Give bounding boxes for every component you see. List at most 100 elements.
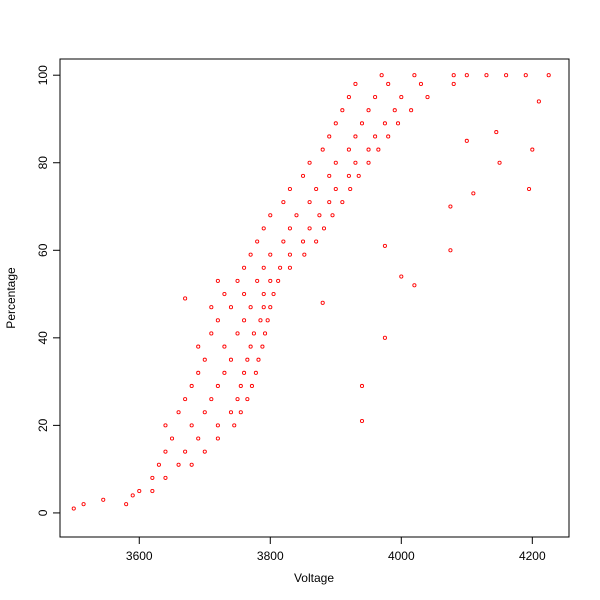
point xyxy=(376,147,381,152)
point xyxy=(359,418,365,424)
point xyxy=(294,213,299,218)
point xyxy=(265,318,270,323)
point xyxy=(530,147,535,152)
point xyxy=(215,318,220,323)
point xyxy=(526,186,532,192)
point xyxy=(137,488,142,494)
point xyxy=(373,134,378,139)
point xyxy=(314,186,319,192)
point xyxy=(451,73,456,78)
point xyxy=(261,305,266,310)
point xyxy=(130,493,135,498)
point xyxy=(382,121,387,126)
point xyxy=(189,423,194,428)
point xyxy=(494,130,499,135)
point xyxy=(366,108,371,113)
point xyxy=(235,397,240,402)
point xyxy=(346,95,351,100)
point xyxy=(366,160,371,165)
point xyxy=(497,160,502,165)
point xyxy=(271,292,276,297)
point xyxy=(464,138,469,143)
point xyxy=(471,191,476,196)
point xyxy=(163,449,168,454)
point xyxy=(196,370,201,375)
point xyxy=(346,173,351,178)
point xyxy=(156,462,161,467)
point xyxy=(255,239,260,244)
point xyxy=(340,108,345,113)
point xyxy=(281,239,286,244)
point xyxy=(392,108,397,113)
point xyxy=(314,239,319,244)
point xyxy=(268,305,273,310)
point xyxy=(425,95,430,100)
point xyxy=(228,305,234,310)
point xyxy=(124,502,129,507)
point xyxy=(409,108,414,113)
point xyxy=(320,147,325,152)
point xyxy=(300,239,306,244)
point xyxy=(248,252,253,257)
point xyxy=(260,344,265,349)
point xyxy=(307,160,312,165)
y-tick-label: 40 xyxy=(36,331,50,345)
y-tick-label: 0 xyxy=(36,509,50,516)
point xyxy=(287,252,292,257)
point xyxy=(327,134,332,139)
point xyxy=(150,488,155,494)
point xyxy=(348,186,353,192)
point xyxy=(255,278,260,283)
point xyxy=(222,344,227,349)
point xyxy=(340,200,345,205)
point xyxy=(382,243,387,248)
x-tick-label: 3800 xyxy=(257,549,284,563)
point xyxy=(386,81,391,87)
point xyxy=(222,292,227,297)
y-tick-label: 20 xyxy=(36,418,50,432)
point xyxy=(196,344,201,349)
point xyxy=(261,226,266,231)
point xyxy=(395,121,401,126)
point xyxy=(327,173,332,178)
point xyxy=(359,383,365,389)
point xyxy=(330,213,335,218)
point xyxy=(248,305,253,310)
point xyxy=(183,397,188,402)
point xyxy=(215,423,220,428)
point xyxy=(366,147,371,152)
point xyxy=(238,383,243,389)
point xyxy=(359,121,365,126)
point xyxy=(268,278,273,283)
x-tick-label: 4200 xyxy=(519,549,546,563)
point xyxy=(251,331,256,336)
point xyxy=(71,506,76,511)
point xyxy=(353,134,358,139)
point xyxy=(287,265,292,270)
point xyxy=(258,318,263,323)
point xyxy=(484,73,489,78)
point xyxy=(268,213,273,218)
point xyxy=(464,73,469,78)
point xyxy=(238,410,243,415)
point xyxy=(333,160,338,165)
point xyxy=(412,283,417,288)
point xyxy=(245,357,250,362)
point xyxy=(253,370,258,375)
point xyxy=(248,344,253,349)
point xyxy=(228,410,234,415)
point xyxy=(261,292,266,297)
point xyxy=(536,99,541,104)
point xyxy=(176,462,181,467)
point xyxy=(183,449,188,454)
point xyxy=(189,462,194,467)
point xyxy=(448,248,453,253)
point xyxy=(228,357,234,362)
point xyxy=(81,502,86,507)
point xyxy=(307,226,312,231)
point xyxy=(278,265,283,270)
point xyxy=(504,73,509,78)
